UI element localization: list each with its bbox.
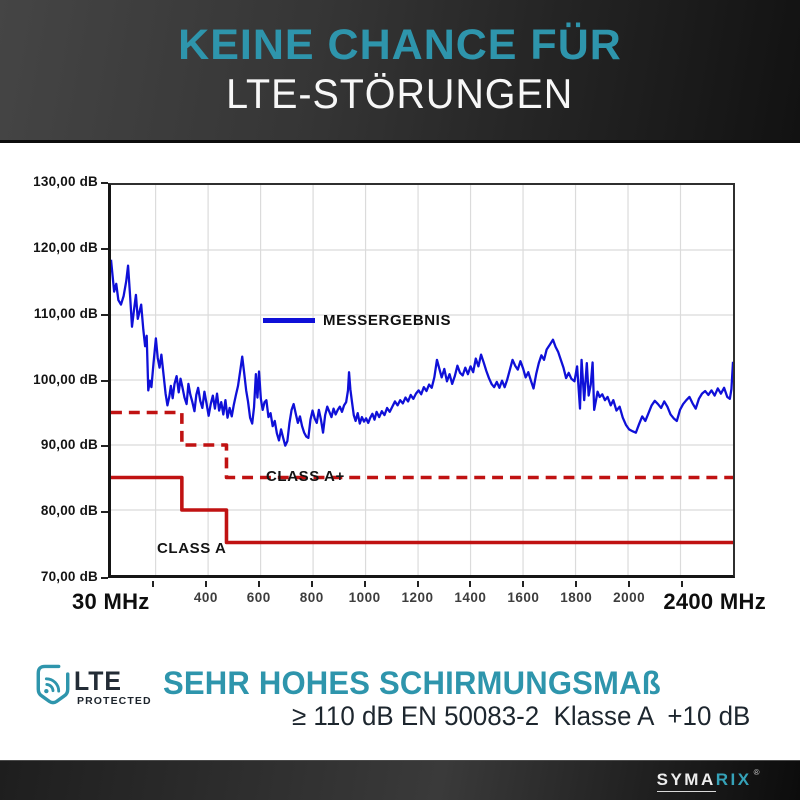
x-tick-mark xyxy=(575,581,578,587)
y-tick-label: 80,00 dB xyxy=(40,503,98,519)
y-tick-label: 100,00 dB xyxy=(33,371,98,387)
header-title-line2: LTE-STÖRUNGEN xyxy=(226,69,574,117)
x-tick-label: 1200 xyxy=(401,590,434,605)
series-class-a xyxy=(111,475,733,545)
y-tick-mark xyxy=(101,182,108,184)
y-tick-mark xyxy=(101,379,108,382)
y-tick-mark xyxy=(101,511,108,514)
y-tick-label: 120,00 dB xyxy=(33,239,98,255)
x-tick-label: 600 xyxy=(246,590,271,605)
x-tick-label: 1600 xyxy=(507,590,540,605)
registered-mark-icon: ® xyxy=(753,768,762,777)
y-tick-mark xyxy=(101,247,108,250)
symarix-logo: SYMA RIX ® xyxy=(656,768,762,792)
x-tick-label: 400 xyxy=(193,590,218,605)
chart-section: MESSERGEBNIS CLASS A+ CLASS A 30 MHz 240… xyxy=(0,143,800,760)
chart-canvas xyxy=(111,185,733,575)
x-tick-mark xyxy=(151,581,154,587)
x-tick-mark xyxy=(416,581,419,587)
y-tick-label: 70,00 dB xyxy=(40,569,98,584)
footer-subline: ≥ 110 dB EN 50083-2 Klasse A +10 dB xyxy=(292,701,751,731)
y-tick-label: 130,00 dB xyxy=(33,174,98,189)
legend-line-swatch xyxy=(263,317,315,323)
header-banner: KEINE CHANCE FÜR LTE-STÖRUNGEN xyxy=(0,0,800,143)
lte-logo-text: LTE xyxy=(74,666,122,696)
footer-headline: SEHR HOHES SCHIRMUNGSMAß xyxy=(163,665,661,701)
x-axis-start-label: 30 MHz xyxy=(72,589,150,614)
lte-logo-subtext: PROTECTED xyxy=(77,695,152,707)
x-tick-label: 1000 xyxy=(348,590,381,605)
x-tick-mark xyxy=(257,581,260,587)
x-axis-end-label: 2400 MHz xyxy=(663,589,766,614)
x-tick-mark xyxy=(469,581,472,587)
x-tick-mark xyxy=(363,581,366,587)
class-a-label: CLASS A xyxy=(157,540,227,557)
lte-protected-logo: LTE PROTECTED xyxy=(30,660,152,712)
plot-area: MESSERGEBNIS CLASS A+ CLASS A xyxy=(108,183,735,578)
x-tick-mark xyxy=(628,581,631,587)
x-tick-label: 1800 xyxy=(560,590,593,605)
y-tick-label: 90,00 dB xyxy=(40,437,98,453)
footer-info: LTE PROTECTED SEHR HOHES SCHIRMUNGSMAß ≥… xyxy=(0,648,800,760)
series-messergebnis xyxy=(111,259,733,447)
symarix-logo-left: SYMA xyxy=(656,770,716,792)
x-tick-label: 1400 xyxy=(454,590,487,605)
x-tick-mark xyxy=(681,581,684,587)
y-tick-mark xyxy=(101,313,108,316)
brand-bar: SYMA RIX ® xyxy=(0,760,800,800)
y-tick-mark xyxy=(101,577,108,579)
series-class-a- xyxy=(111,410,733,480)
x-tick-label: 2000 xyxy=(613,590,646,605)
class-a-plus-label: CLASS A+ xyxy=(266,468,345,485)
x-tick-label: 800 xyxy=(299,590,324,605)
x-tick-mark xyxy=(310,581,313,587)
lte-shield-icon xyxy=(36,664,70,705)
symarix-logo-right: RIX xyxy=(715,770,752,789)
chart-legend: MESSERGEBNIS xyxy=(263,311,451,329)
x-tick-mark xyxy=(522,581,525,587)
y-tick-mark xyxy=(101,445,108,448)
legend-label: MESSERGEBNIS xyxy=(323,311,452,329)
header-title-line1: KEINE CHANCE FÜR xyxy=(178,21,622,70)
x-tick-mark xyxy=(204,581,207,587)
y-tick-label: 110,00 dB xyxy=(33,305,98,321)
